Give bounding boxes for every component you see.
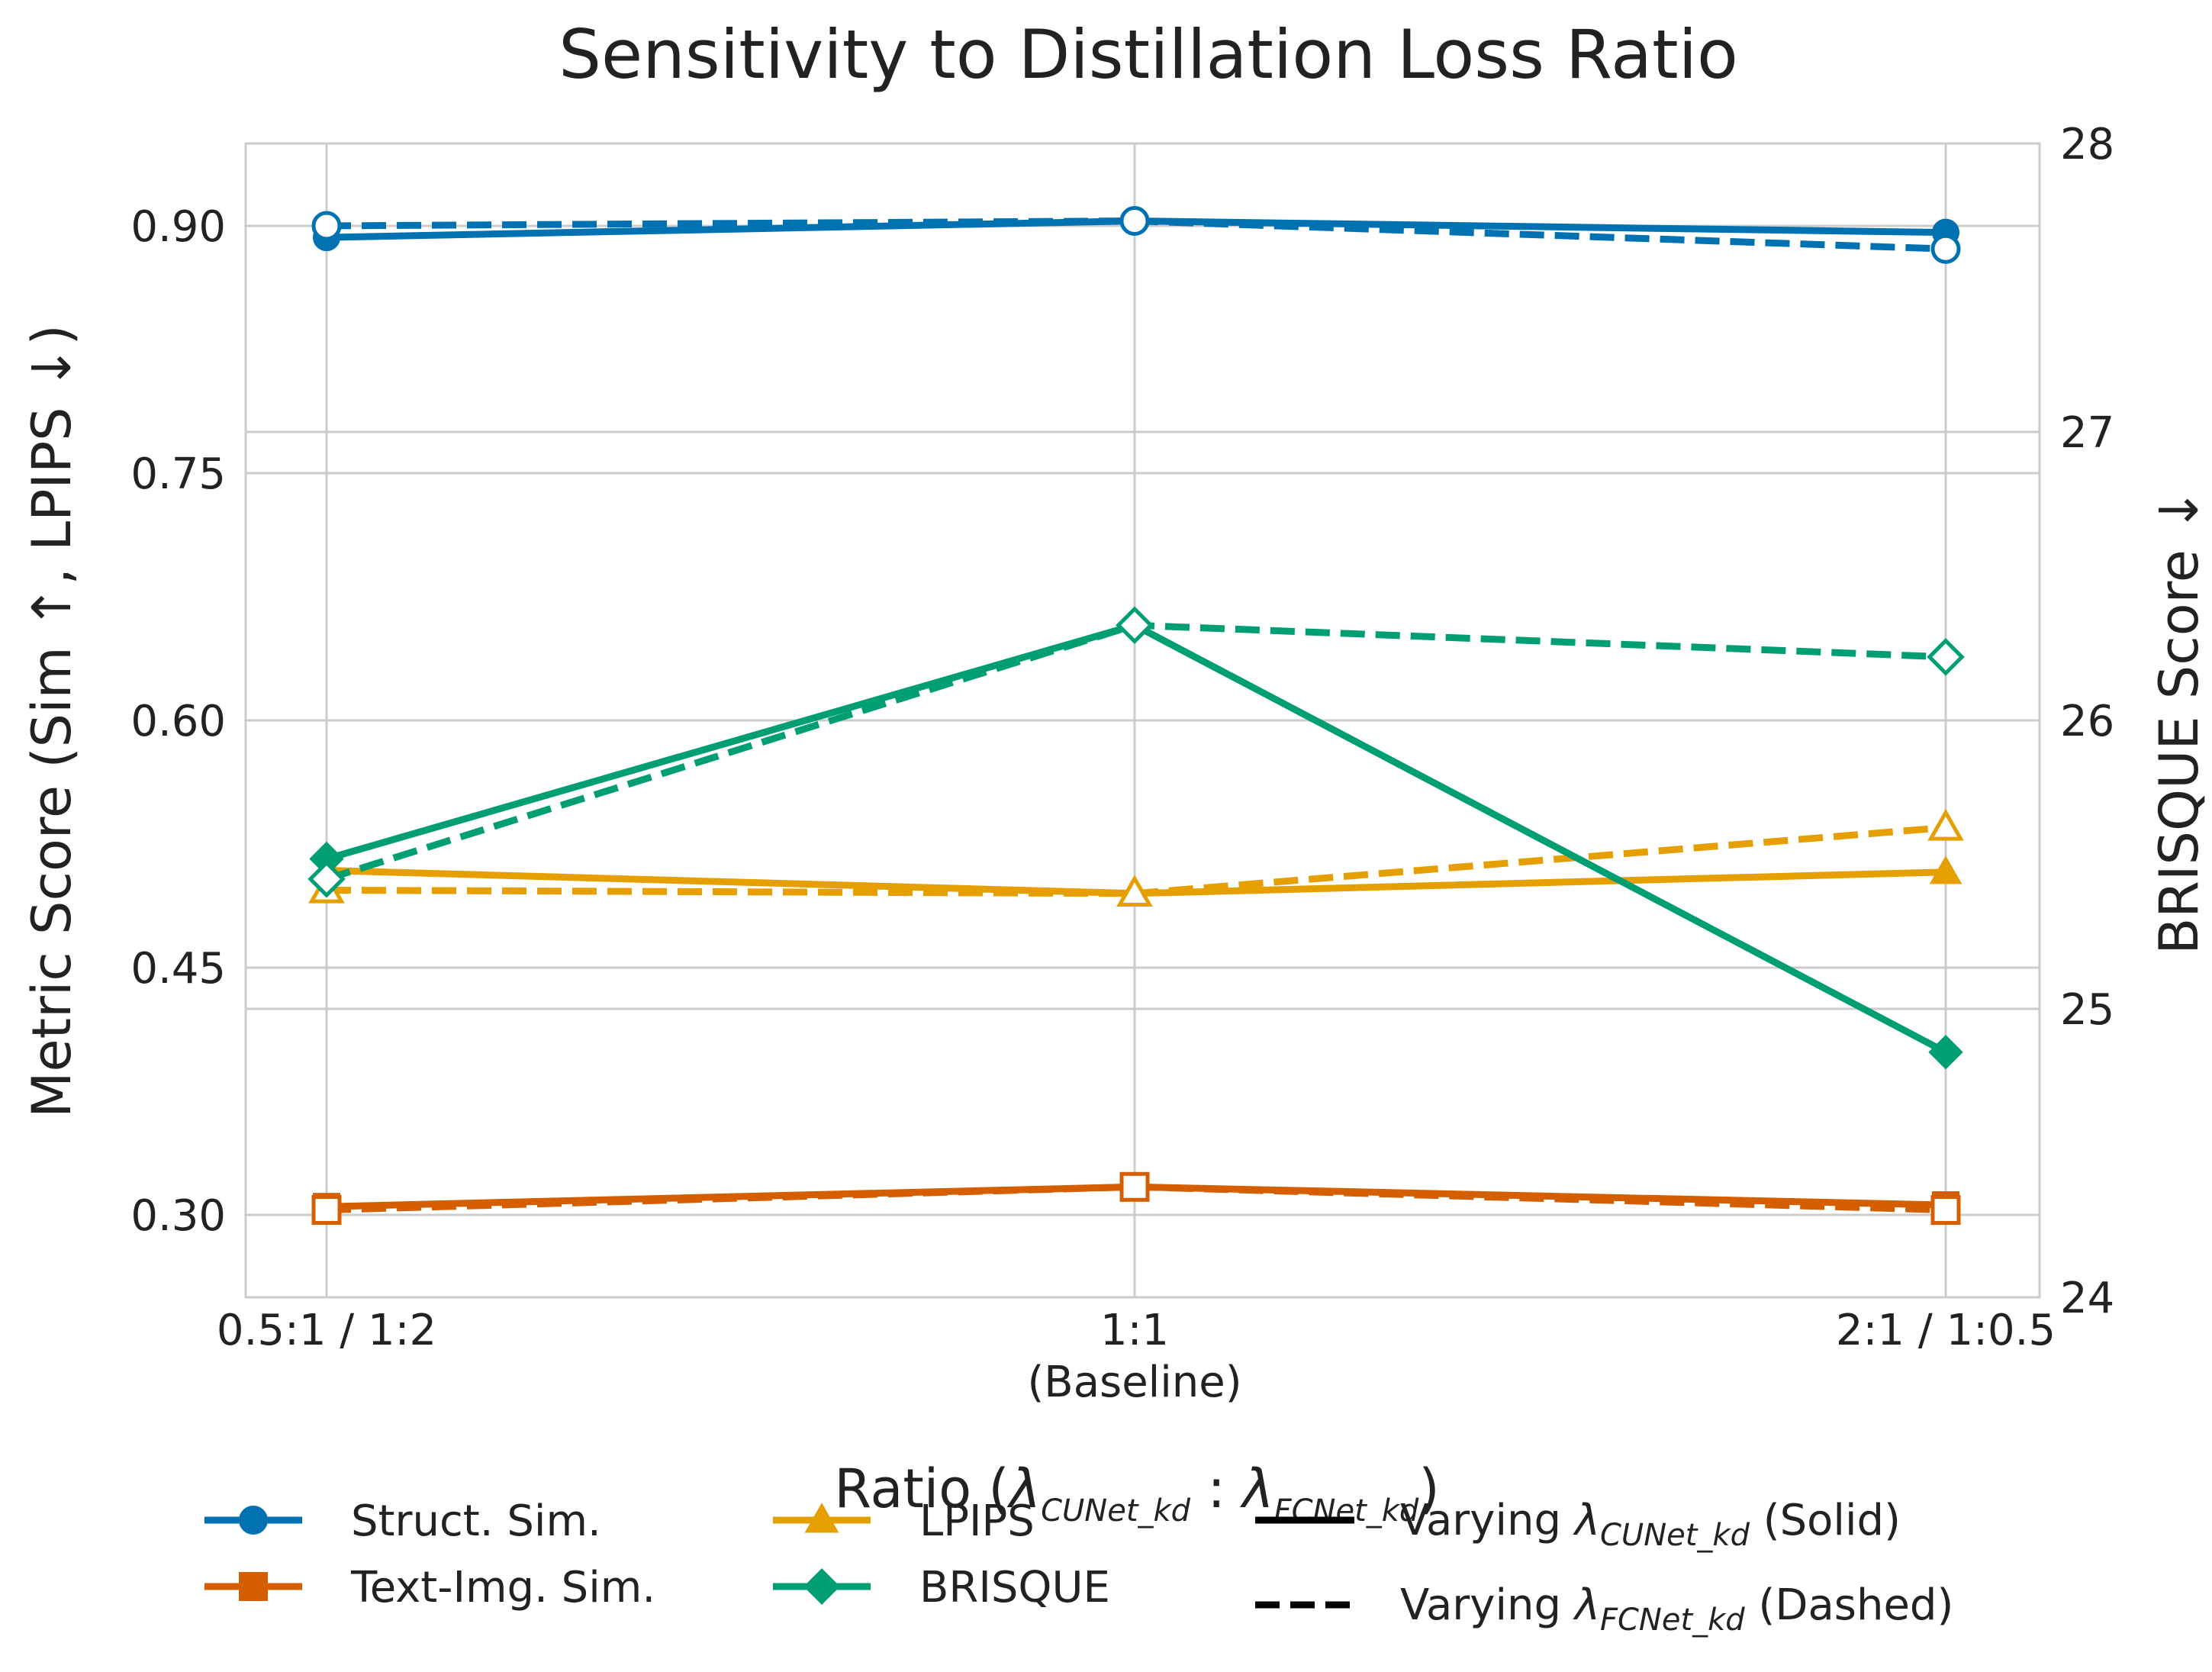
plot-frame — [244, 142, 2041, 1299]
chart-title: Sensitivity to Distillation Loss Ratio — [559, 15, 1738, 94]
legend-solid-label: Varying λCUNet_kd (Solid) — [1400, 1496, 1901, 1553]
data-point-dashed — [311, 211, 342, 241]
x-axis-label-lambda-2: λ — [1239, 1458, 1273, 1520]
legend-marker — [239, 1572, 268, 1601]
legend-entry-text-img-sim: Text-Img. Sim. — [204, 1563, 655, 1612]
legend-dashed-prefix: Varying — [1400, 1580, 1575, 1630]
legend-solid-prefix: Varying — [1400, 1496, 1575, 1545]
legend-solid-entry: Varying λCUNet_kd (Solid) — [1255, 1496, 1901, 1553]
legend-dashed-lambda: λ — [1573, 1580, 1600, 1630]
y2-ticks: 24 25 26 27 28 — [2060, 120, 2114, 1323]
data-point-dashed — [1119, 1171, 1150, 1202]
series-layer — [307, 206, 1965, 1226]
series-brisque — [307, 606, 1965, 1070]
data-point-dashed — [1930, 234, 1961, 264]
x-axis-label-sub-1: CUNet_kd — [1041, 1493, 1191, 1529]
x-axis-label: Ratio (λCUNet_kd : λFCNet_kd) — [834, 1458, 1439, 1529]
y-tick-label: 0.60 — [130, 697, 226, 746]
legend-label: Text-Img. Sim. — [350, 1563, 655, 1612]
legend-dashed-suffix: (Dashed) — [1745, 1580, 1954, 1630]
data-point-dashed — [307, 860, 346, 898]
data-point-solid — [1928, 1035, 1963, 1070]
y-ticks: 0.30 0.45 0.60 0.75 0.90 — [130, 202, 226, 1241]
legend-solid-suffix: (Solid) — [1750, 1496, 1901, 1545]
y-axis-label: Metric Score (Sim ↑, LPIPS ↓) — [21, 324, 83, 1118]
right-grid — [246, 142, 2040, 1299]
data-point-dashed — [311, 1195, 342, 1226]
x-axis-label-prefix: Ratio ( — [834, 1458, 1009, 1520]
y2-tick-label: 24 — [2060, 1274, 2114, 1323]
y-tick-label: 0.30 — [130, 1191, 226, 1241]
legend-entry-lpips: LPIPS — [773, 1496, 1035, 1546]
y2-axis-label: BRISQUE Score ↓ — [2148, 488, 2210, 955]
series-line-solid — [323, 621, 1950, 1056]
series-lpips — [308, 808, 1964, 907]
y2-tick-label: 25 — [2060, 985, 2114, 1035]
y2-tick-label: 26 — [2060, 697, 2114, 746]
legend-label: BRISQUE — [919, 1563, 1110, 1612]
data-point-solid — [1929, 855, 1962, 884]
data-point-dashed — [1930, 1195, 1961, 1226]
legend-marker — [239, 1506, 268, 1535]
legend-marker — [803, 1568, 840, 1605]
series-text-img-sim — [311, 1171, 1961, 1226]
data-point-dashed — [1927, 808, 1964, 841]
x-tick-label: 0.5:1 / 1:2 — [217, 1306, 436, 1355]
x-tick-sublabel: (Baseline) — [1027, 1358, 1241, 1407]
legend-label: LPIPS — [919, 1496, 1035, 1546]
y-tick-label: 0.45 — [130, 944, 226, 994]
y-tick-label: 0.90 — [130, 202, 226, 252]
y2-tick-label: 28 — [2060, 120, 2114, 169]
legend-solid-sub: CUNet_kd — [1600, 1518, 1750, 1553]
legend-dashed-sub: FCNet_kd — [1600, 1603, 1745, 1638]
legend-entry-brisque: BRISQUE — [773, 1563, 1110, 1612]
series-struct-sim — [311, 206, 1961, 264]
x-tick-label: 1:1 — [1100, 1306, 1169, 1355]
x-axis-label-sep: : — [1190, 1458, 1242, 1520]
legend-marker — [804, 1503, 839, 1533]
x-grid — [325, 143, 1947, 1297]
y-tick-label: 0.75 — [130, 449, 226, 499]
x-axis-label-suffix: ) — [1418, 1458, 1439, 1520]
series-line-dashed — [325, 621, 1946, 883]
data-point-dashed — [1927, 638, 1965, 676]
legend-solid-lambda: λ — [1573, 1496, 1600, 1545]
data-point-dashed — [1116, 875, 1153, 907]
y2-tick-label: 27 — [2060, 408, 2114, 458]
legend-dashed-entry: Varying λFCNet_kd (Dashed) — [1255, 1580, 1953, 1638]
x-tick-label: 2:1 / 1:0.5 — [1836, 1306, 2056, 1355]
legend: Struct. Sim. Text-Img. Sim. LPIPS BRISQUE V… — [204, 1496, 1953, 1638]
x-axis-label-lambda-1: λ — [1006, 1458, 1041, 1520]
legend-label: Struct. Sim. — [351, 1496, 601, 1546]
data-point-dashed — [1119, 206, 1150, 237]
legend-series: Struct. Sim. Text-Img. Sim. LPIPS BRISQUE — [204, 1496, 1110, 1612]
data-point-dashed — [1116, 606, 1154, 645]
x-ticks: 0.5:1 / 1:2 1:1(Baseline) 2:1 / 1:0.5 — [217, 1306, 2056, 1407]
legend-entry-struct-sim: Struct. Sim. — [204, 1496, 601, 1546]
legend-dashed-label: Varying λFCNet_kd (Dashed) — [1400, 1580, 1953, 1638]
